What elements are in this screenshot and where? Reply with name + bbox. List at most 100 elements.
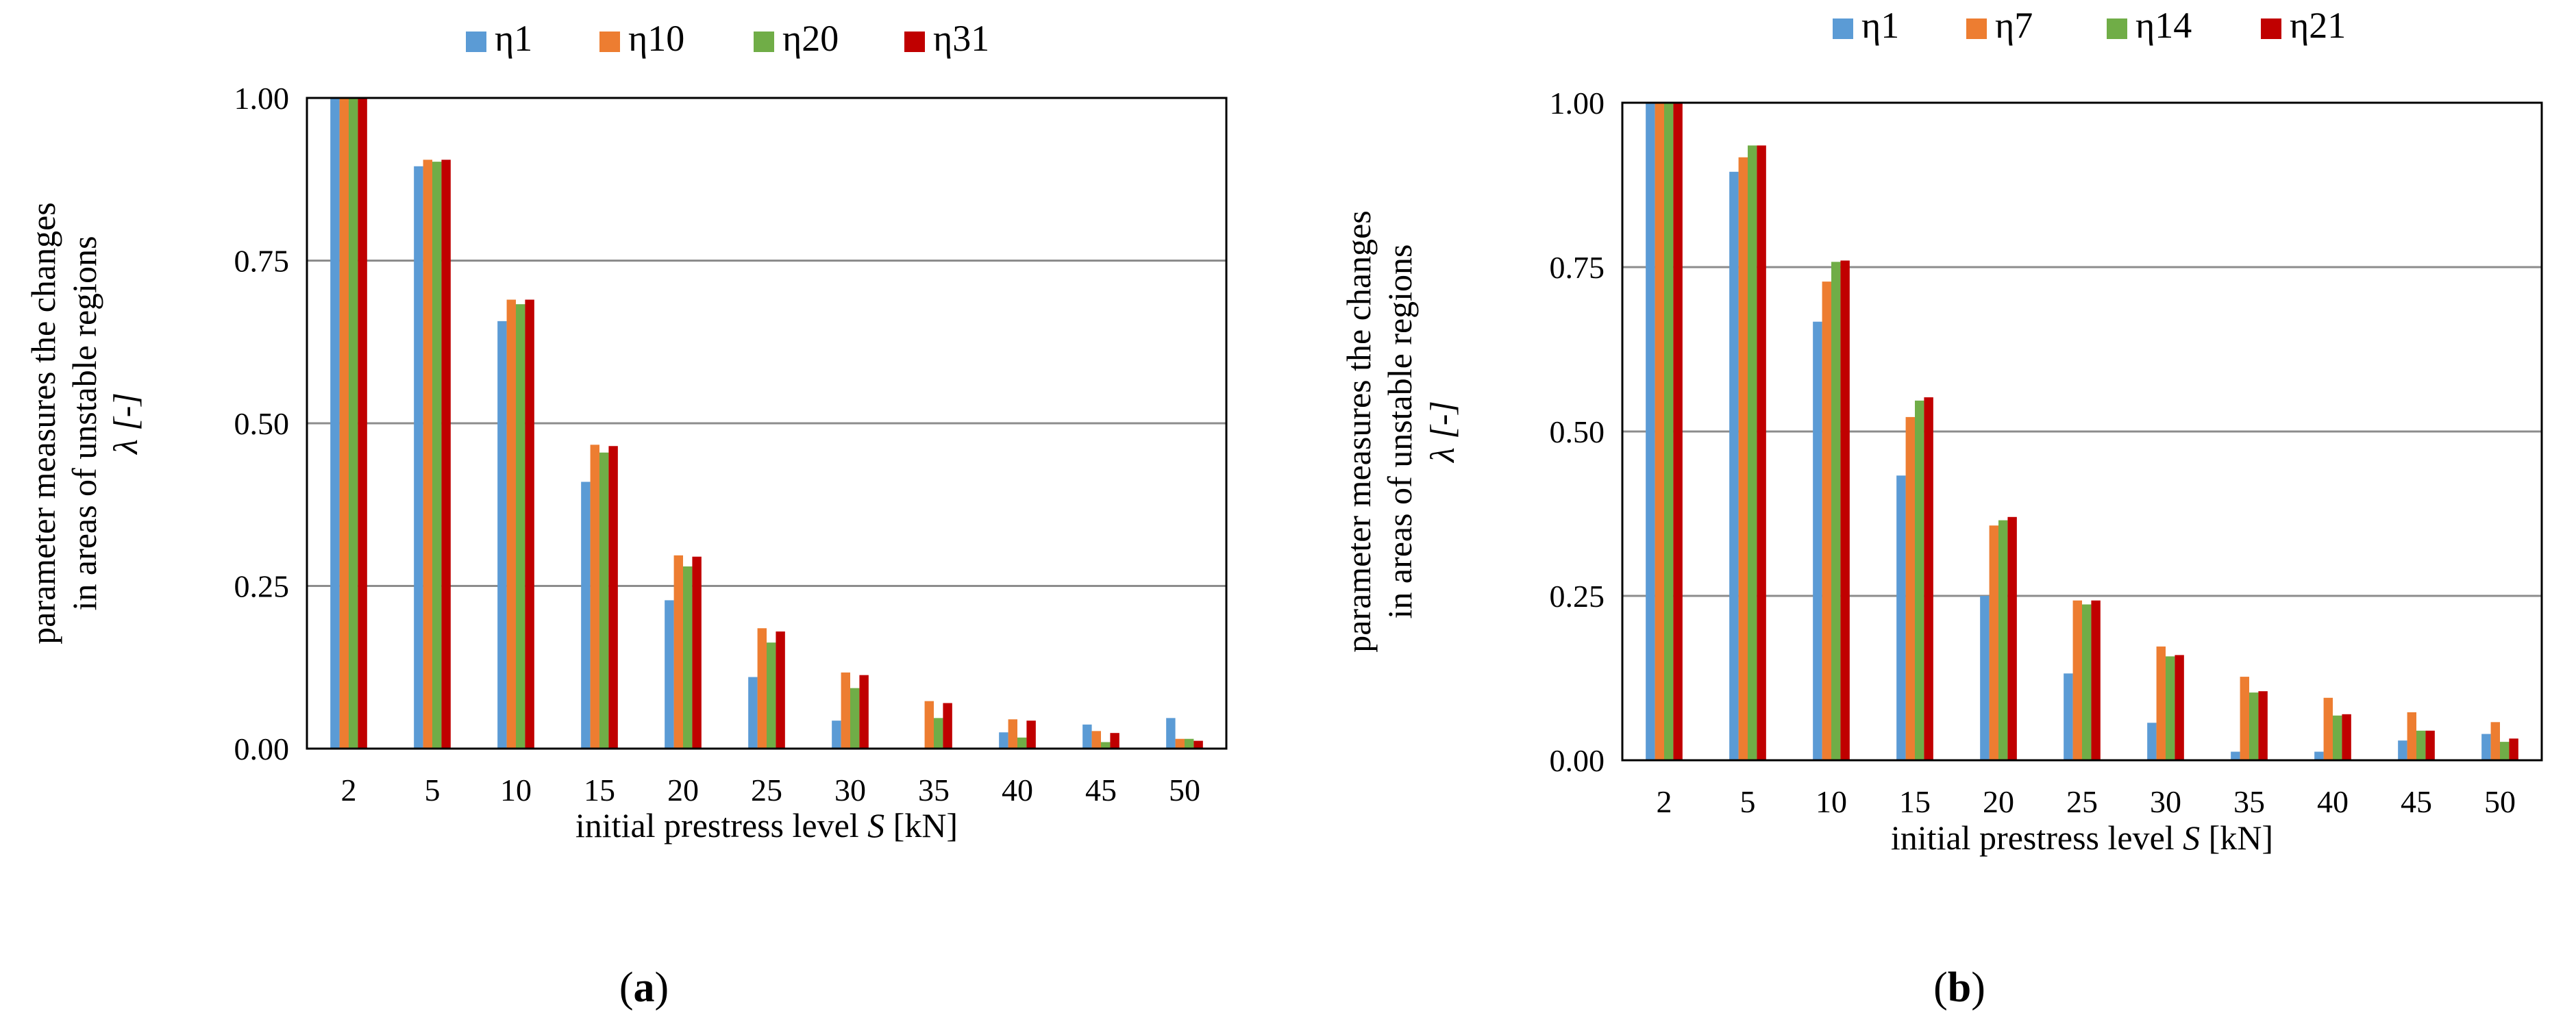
y-tick-label: 0.00 <box>234 731 290 766</box>
bar-η7-40 <box>2323 697 2333 760</box>
legend-label: η14 <box>2135 5 2192 46</box>
x-tick-label: 40 <box>2317 784 2349 819</box>
bar-η20-25 <box>767 642 776 749</box>
bar-η21-30 <box>2175 655 2184 760</box>
panel-label-close: ) <box>1971 964 1985 1011</box>
bar-η7-10 <box>1822 281 1831 760</box>
bar-η21-2 <box>1673 103 1683 760</box>
legend-swatch <box>754 32 774 52</box>
x-tick-label: 15 <box>1899 784 1931 819</box>
bar-η31-20 <box>692 556 702 749</box>
bar-η1-50 <box>2481 734 2491 760</box>
bar-η7-45 <box>2407 712 2416 760</box>
bar-η21-15 <box>1924 397 1933 760</box>
bar-η1-5 <box>414 166 423 749</box>
x-tick-label: 30 <box>2150 784 2181 819</box>
legend-swatch <box>2107 18 2127 39</box>
legend-label: η1 <box>1861 5 1899 46</box>
bar-η1-15 <box>1896 475 1906 760</box>
bar-η1-15 <box>581 481 591 749</box>
bar-η14-45 <box>2416 730 2426 760</box>
bar-η10-40 <box>1008 719 1017 749</box>
y-axis-label-line: in areas of unstable regions <box>1380 244 1419 618</box>
bar-η7-15 <box>1905 416 1915 760</box>
x-tick-label: 40 <box>1002 773 1033 808</box>
bar-η20-5 <box>432 162 442 749</box>
panel-label-close: ) <box>655 964 669 1011</box>
legend-label: η10 <box>628 18 684 59</box>
bar-η20-20 <box>683 566 693 749</box>
x-axis-label-var: S <box>2183 818 2200 857</box>
bar-η10-20 <box>673 555 683 749</box>
legend-swatch <box>1966 18 1987 39</box>
panel-label-open: ( <box>619 964 634 1011</box>
bar-η7-20 <box>1989 525 1998 760</box>
bar-η14-10 <box>1831 262 1841 760</box>
bar-η10-5 <box>423 160 432 749</box>
y-tick-label: 0.25 <box>234 569 290 604</box>
plot-frame <box>1621 101 2543 762</box>
bar-η1-40 <box>999 732 1008 749</box>
legend-label: η20 <box>782 18 839 59</box>
bar-η31-2 <box>358 98 367 749</box>
bar-η21-50 <box>2509 738 2518 760</box>
x-tick-label: 5 <box>1740 784 1756 819</box>
bar-η31-50 <box>1193 740 1203 749</box>
bar-η1-35 <box>2231 751 2240 760</box>
x-axis-label: initial prestress level S [kN] <box>1891 818 2273 857</box>
bar-η1-25 <box>748 677 758 749</box>
panel-label: (b) <box>1933 964 1985 1011</box>
bar-η31-5 <box>441 160 451 749</box>
bar-η10-10 <box>506 299 516 749</box>
bar-η14-20 <box>1998 520 2008 760</box>
bar-η1-45 <box>2398 740 2407 760</box>
bar-η14-30 <box>2166 656 2175 760</box>
bar-η1-25 <box>2064 673 2073 760</box>
x-tick-label: 20 <box>1983 784 2014 819</box>
bar-η1-30 <box>2147 723 2157 760</box>
bar-η21-45 <box>2425 730 2435 760</box>
bar-η14-35 <box>2249 692 2259 760</box>
x-tick-label: 50 <box>2484 784 2516 819</box>
x-axis-label-prefix: initial prestress level <box>575 806 867 844</box>
x-axis-label-prefix: initial prestress level <box>1891 818 2183 857</box>
bar-η10-30 <box>841 672 850 749</box>
x-tick-label: 45 <box>1085 773 1117 808</box>
x-tick-label: 50 <box>1169 773 1200 808</box>
bar-η20-10 <box>516 304 525 749</box>
bar-η7-35 <box>2240 677 2249 760</box>
x-tick-label: 45 <box>2401 784 2432 819</box>
x-tick-label: 2 <box>341 773 357 808</box>
bar-η31-15 <box>608 446 618 749</box>
bar-η1-45 <box>1082 724 1092 749</box>
bar-η20-15 <box>599 452 609 749</box>
y-tick-label: 0.75 <box>234 244 290 279</box>
x-tick-label: 2 <box>1657 784 1672 819</box>
panel-label-open: ( <box>1933 964 1948 1011</box>
bar-η31-10 <box>525 299 534 749</box>
bar-η1-2 <box>1646 103 1655 760</box>
legend-label: η21 <box>2290 5 2346 46</box>
legend-label: η7 <box>1995 5 2033 46</box>
y-axis-label-line: parameter measures the changes <box>1339 210 1378 653</box>
bar-η7-25 <box>2072 600 2082 760</box>
x-tick-label: 15 <box>584 773 615 808</box>
y-axis-label-line: in areas of unstable regions <box>65 236 103 610</box>
chart-a: 0.000.250.500.751.002 5 10 15 20 25 30 35 40 45 50… <box>24 18 1228 1011</box>
bar-η21-25 <box>2091 600 2101 760</box>
bar-η31-25 <box>776 631 785 749</box>
y-axis-label-line: parameter measures the changes <box>24 202 62 645</box>
bar-η31-45 <box>1110 733 1119 749</box>
bar-η1-10 <box>497 321 507 749</box>
bar-η1-20 <box>665 600 674 749</box>
x-tick-label: 25 <box>2066 784 2098 819</box>
bar-η10-15 <box>590 445 599 749</box>
bar-η10-2 <box>339 98 349 749</box>
y-tick-label: 1.00 <box>1550 86 1605 121</box>
bar-η1-5 <box>1729 171 1739 761</box>
y-tick-label: 0.00 <box>1550 743 1605 778</box>
bar-η21-40 <box>2342 714 2351 760</box>
bar-η1-30 <box>832 721 841 749</box>
